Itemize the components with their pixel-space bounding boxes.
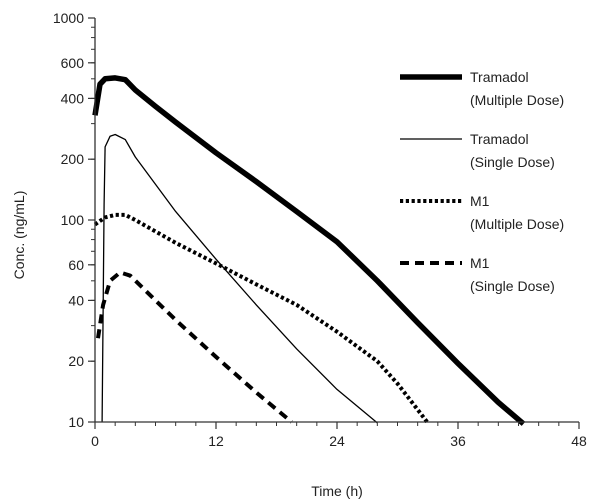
y-tick-label: 100 bbox=[61, 212, 85, 228]
legend-label-4: M1 bbox=[470, 255, 490, 271]
y-tick-label: 200 bbox=[61, 151, 85, 167]
x-tick-label: 0 bbox=[91, 433, 99, 449]
y-tick-label: 400 bbox=[61, 90, 85, 106]
y-axis-title: Conc. (ng/mL) bbox=[11, 191, 27, 280]
y-tick-label: 60 bbox=[68, 257, 84, 273]
series-line-4 bbox=[96, 270, 293, 424]
x-tick-label: 36 bbox=[450, 433, 466, 449]
legend-label-1: Tramadol bbox=[470, 69, 529, 85]
series-line-2 bbox=[101, 133, 378, 424]
legend-sublabel-2: (Single Dose) bbox=[470, 154, 555, 170]
axes: 10 20 40 60 100 200 400 600 1000 0 12 24 36 48 bbox=[53, 10, 587, 449]
y-tick-label: 40 bbox=[68, 292, 84, 308]
legend-label-3: M1 bbox=[470, 193, 490, 209]
x-tick-label: 12 bbox=[208, 433, 224, 449]
plot-lines bbox=[92, 75, 526, 426]
y-tick-label: 20 bbox=[68, 353, 84, 369]
series-line-3 bbox=[93, 212, 430, 425]
x-tick-label: 48 bbox=[571, 433, 587, 449]
x-tick-label: 24 bbox=[329, 433, 345, 449]
legend-sublabel-4: (Single Dose) bbox=[470, 278, 555, 294]
series-line-1 bbox=[92, 75, 526, 426]
y-tick-label: 1000 bbox=[53, 10, 84, 26]
x-axis-title: Time (h) bbox=[311, 483, 363, 499]
legend-sublabel-1: (Multiple Dose) bbox=[470, 92, 564, 108]
y-tick-label: 600 bbox=[61, 55, 85, 71]
legend-sublabel-3: (Multiple Dose) bbox=[470, 216, 564, 232]
y-tick-label: 10 bbox=[68, 414, 84, 430]
legend-label-2: Tramadol bbox=[470, 131, 529, 147]
legend: Tramadol (Multiple Dose) Tramadol (Single D… bbox=[400, 69, 564, 294]
